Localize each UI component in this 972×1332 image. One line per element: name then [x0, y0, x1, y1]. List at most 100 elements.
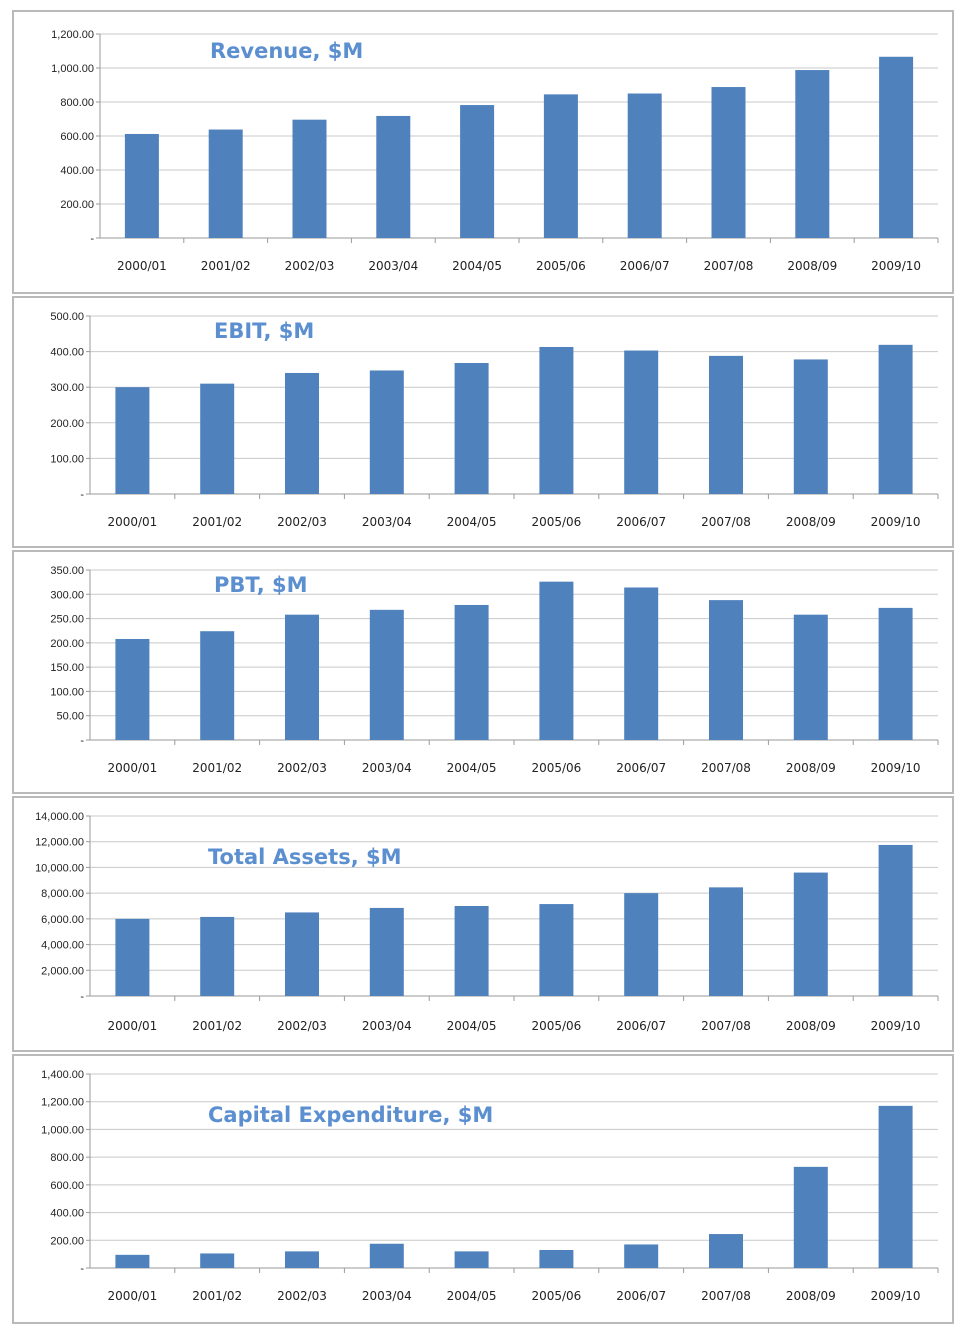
x-tick-label: 2004/05	[452, 259, 502, 273]
chart-title: EBIT, $M	[214, 319, 314, 343]
y-tick-label: 800.00	[50, 1152, 84, 1164]
bar	[539, 581, 574, 740]
x-tick-label: 2002/03	[285, 259, 335, 273]
y-tick-label: 400.00	[50, 347, 84, 359]
bar	[454, 362, 489, 494]
x-tick-label: 2003/04	[362, 1019, 412, 1033]
x-tick-label: 2006/07	[616, 1019, 666, 1033]
ebit-chart-panel: - 100.00 200.00 300.00 400.00 500.00 2000/01 20…	[12, 296, 954, 548]
bar	[124, 133, 159, 238]
x-tick-label: 2004/05	[447, 761, 497, 775]
x-tick-label: 2007/08	[704, 259, 754, 273]
bar	[200, 631, 235, 740]
y-tick-label: 100.00	[50, 686, 84, 698]
chart-title: Total Assets, $M	[208, 845, 402, 869]
x-tick-label: 2000/01	[107, 515, 157, 529]
bar	[795, 70, 830, 238]
bar	[878, 607, 913, 740]
bar	[624, 350, 659, 494]
x-tick-label: 2005/06	[531, 515, 581, 529]
x-tick-label: 2001/02	[201, 259, 251, 273]
bar	[454, 604, 489, 740]
chart-svg: - 2,000.00 4,000.00 6,000.00 8,000.00 10,000.…	[35, 811, 939, 1033]
bar	[285, 912, 319, 996]
x-tick-label: 2003/04	[362, 1289, 412, 1303]
y-tick-label: 50.00	[56, 711, 84, 723]
bar	[292, 119, 327, 238]
bar	[376, 115, 411, 238]
x-tick-label: 2001/02	[192, 761, 242, 775]
bar	[539, 1249, 574, 1268]
x-tick-label: 2001/02	[192, 1289, 242, 1303]
x-tick-label: 2009/10	[871, 259, 921, 273]
y-tick-label: 1,200.00	[51, 29, 94, 41]
bar	[200, 916, 235, 996]
bar	[709, 600, 743, 740]
bar	[878, 844, 913, 996]
y-tick-label: -	[90, 233, 94, 245]
x-tick-label: 2007/08	[701, 1019, 751, 1033]
bar	[709, 887, 743, 996]
x-tick-label: 2000/01	[107, 1289, 157, 1303]
y-tick-label: 500.00	[50, 311, 84, 323]
bar	[454, 906, 489, 996]
bar	[200, 383, 235, 494]
x-tick-label: 2006/07	[620, 259, 670, 273]
y-tick-label: 1,200.00	[41, 1097, 84, 1109]
x-tick-label: 2000/01	[117, 259, 167, 273]
x-tick-label: 2009/10	[871, 761, 921, 775]
bar	[369, 907, 404, 996]
x-tick-label: 2009/10	[871, 1289, 921, 1303]
y-tick-label: 400.00	[50, 1208, 84, 1220]
x-tick-label: 2002/03	[277, 761, 327, 775]
y-tick-label: 800.00	[60, 97, 94, 109]
chart-title: PBT, $M	[214, 573, 308, 597]
bar	[369, 1243, 404, 1268]
bar	[878, 344, 913, 494]
y-tick-label: 1,400.00	[41, 1069, 84, 1081]
y-tick-label: 300.00	[50, 382, 84, 394]
y-tick-label: -	[80, 1263, 84, 1275]
x-tick-label: 2005/06	[531, 1019, 581, 1033]
revenue-chart-panel: - 200.00 400.00 600.00 800.00 1,000.00 1,200.0…	[12, 10, 954, 294]
bar	[115, 1254, 150, 1268]
bar	[285, 372, 319, 494]
chart-title: Capital Expenditure, $M	[208, 1103, 493, 1127]
bar	[878, 1105, 913, 1268]
y-tick-label: 1,000.00	[51, 63, 94, 75]
x-tick-label: 2007/08	[701, 761, 751, 775]
bar	[115, 387, 150, 494]
x-tick-label: 2006/07	[616, 761, 666, 775]
y-tick-label: 10,000.00	[35, 862, 84, 874]
y-tick-label: 100.00	[50, 453, 84, 465]
bar	[543, 94, 578, 238]
bar	[624, 893, 659, 996]
x-tick-label: 2007/08	[701, 1289, 751, 1303]
x-tick-label: 2002/03	[277, 1019, 327, 1033]
bar	[285, 614, 319, 740]
bar	[624, 1244, 659, 1268]
x-tick-label: 2003/04	[362, 761, 412, 775]
bar	[285, 1251, 319, 1268]
x-tick-label: 2003/04	[362, 515, 412, 529]
x-tick-label: 2008/09	[786, 1019, 836, 1033]
x-tick-label: 2003/04	[368, 259, 418, 273]
x-tick-label: 2007/08	[701, 515, 751, 529]
bar	[539, 904, 574, 996]
x-tick-label: 2005/06	[536, 259, 586, 273]
bar	[793, 359, 828, 494]
bar	[879, 56, 914, 238]
y-tick-label: 12,000.00	[35, 837, 84, 849]
x-tick-label: 2009/10	[871, 515, 921, 529]
x-tick-label: 2006/07	[616, 515, 666, 529]
bar	[115, 638, 150, 740]
y-tick-label: -	[80, 489, 84, 501]
x-tick-label: 2002/03	[277, 1289, 327, 1303]
bar	[709, 355, 743, 494]
x-tick-label: 2000/01	[107, 1019, 157, 1033]
x-tick-label: 2005/06	[531, 761, 581, 775]
x-tick-label: 2004/05	[447, 1019, 497, 1033]
bar	[115, 918, 150, 996]
x-tick-label: 2008/09	[787, 259, 837, 273]
bar	[624, 587, 659, 740]
